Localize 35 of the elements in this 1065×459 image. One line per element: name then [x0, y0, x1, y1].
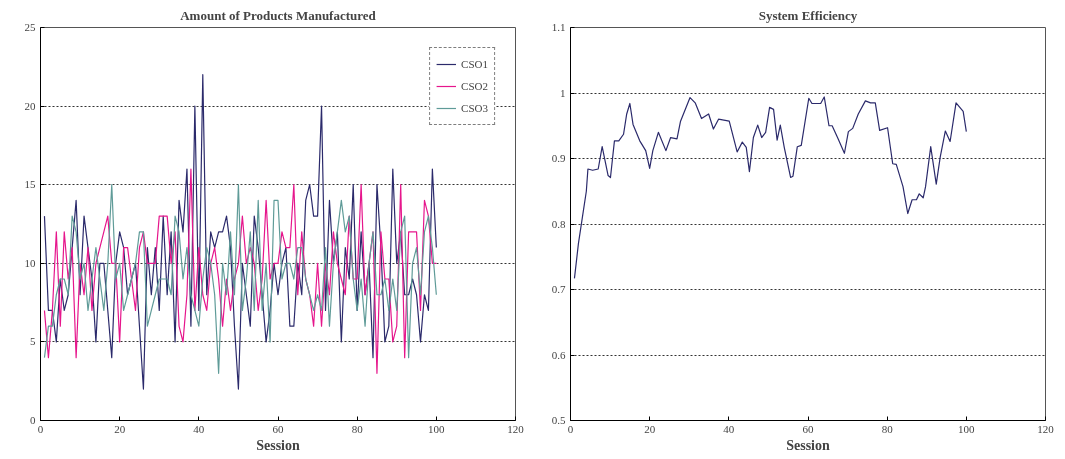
chart-title: System Efficiency — [758, 7, 858, 23]
x-tick-label: 0 — [567, 422, 574, 435]
x-tick-label: 80 — [881, 422, 894, 435]
y-tick-label: 0.9 — [551, 152, 566, 164]
x-tick-label: 100 — [428, 422, 446, 435]
y-tick-label: 15 — [24, 178, 36, 191]
y-tick-label: 10 — [24, 256, 36, 269]
chart-title: Amount of Products Manufactured — [180, 7, 377, 23]
y-tick-label: 0.5 — [551, 414, 566, 426]
x-tick-label: 40 — [723, 422, 735, 435]
x-tick-label: 120 — [507, 422, 525, 435]
y-tick-label: 5 — [30, 335, 36, 348]
y-tick-label: 0.7 — [551, 283, 566, 295]
legend-label: CSO1 — [461, 58, 488, 70]
x-tick-label: 40 — [193, 422, 205, 435]
y-tick-label: 25 — [24, 21, 36, 33]
x-tick-label: 20 — [644, 422, 656, 435]
x-axis-title: Session — [786, 437, 830, 453]
x-tick-label: 100 — [958, 422, 976, 435]
x-tick-label: 80 — [351, 422, 364, 435]
y-tick-label: 0 — [30, 414, 36, 426]
line-series — [573, 96, 967, 279]
line-series — [43, 74, 437, 390]
y-tick-label: 0.6 — [551, 348, 566, 361]
legend-label: CSO2 — [461, 80, 488, 92]
y-tick-label: 1 — [560, 86, 566, 99]
y-tick-label: 0.8 — [551, 217, 566, 230]
x-tick-label: 20 — [114, 422, 126, 435]
legend-label: CSO3 — [461, 102, 488, 114]
y-tick-label: 20 — [24, 99, 36, 112]
y-tick-label: 1.1 — [551, 21, 566, 33]
x-tick-label: 120 — [1037, 422, 1055, 435]
x-tick-label: 60 — [272, 422, 284, 435]
x-tick-label: 60 — [802, 422, 814, 435]
x-axis-title: Session — [256, 437, 300, 453]
